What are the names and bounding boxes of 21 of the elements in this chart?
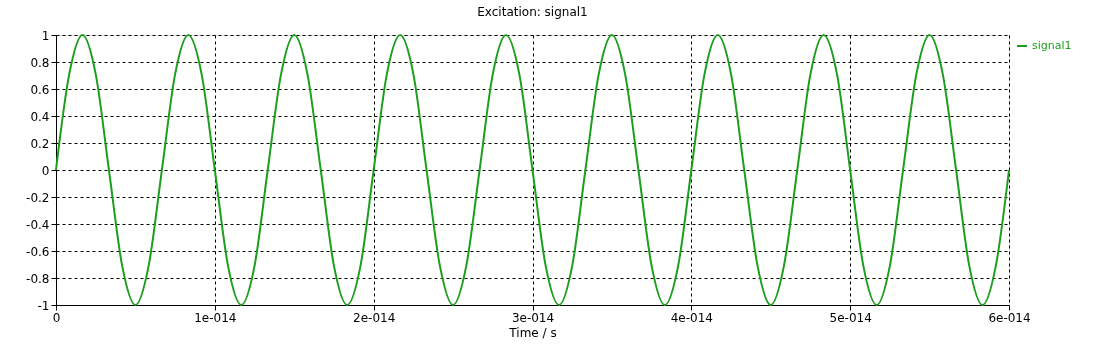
x-tick-label: 4e-014 (670, 310, 713, 325)
x-tick-label: 3e-014 (511, 310, 555, 325)
x-axis-title: Time / s (508, 325, 557, 340)
x-tick-label: 2e-014 (353, 310, 396, 325)
y-tick-label: -0.6 (26, 244, 50, 259)
y-tick-label: -0.8 (26, 271, 50, 286)
y-tick-label: -0.4 (26, 217, 50, 232)
x-tick-label: 6e-014 (988, 310, 1031, 325)
y-tick-label: -1 (37, 298, 50, 313)
x-tick-label: 0 (52, 310, 61, 325)
chart-title: Excitation: signal1 (477, 5, 588, 19)
y-tick-label: 1 (41, 28, 50, 43)
y-tick-label: 0.2 (30, 136, 50, 151)
y-tick-label: -0.2 (26, 190, 50, 205)
y-tick-label: 0.4 (30, 109, 50, 124)
x-tick-label: 5e-014 (829, 310, 872, 325)
y-tick-label: 0.8 (30, 55, 50, 70)
y-tick-label: 0.6 (30, 82, 50, 97)
legend-label: signal1 (1032, 39, 1072, 52)
x-tick-label: 1e-014 (194, 310, 237, 325)
y-tick-label: 0 (41, 163, 50, 178)
